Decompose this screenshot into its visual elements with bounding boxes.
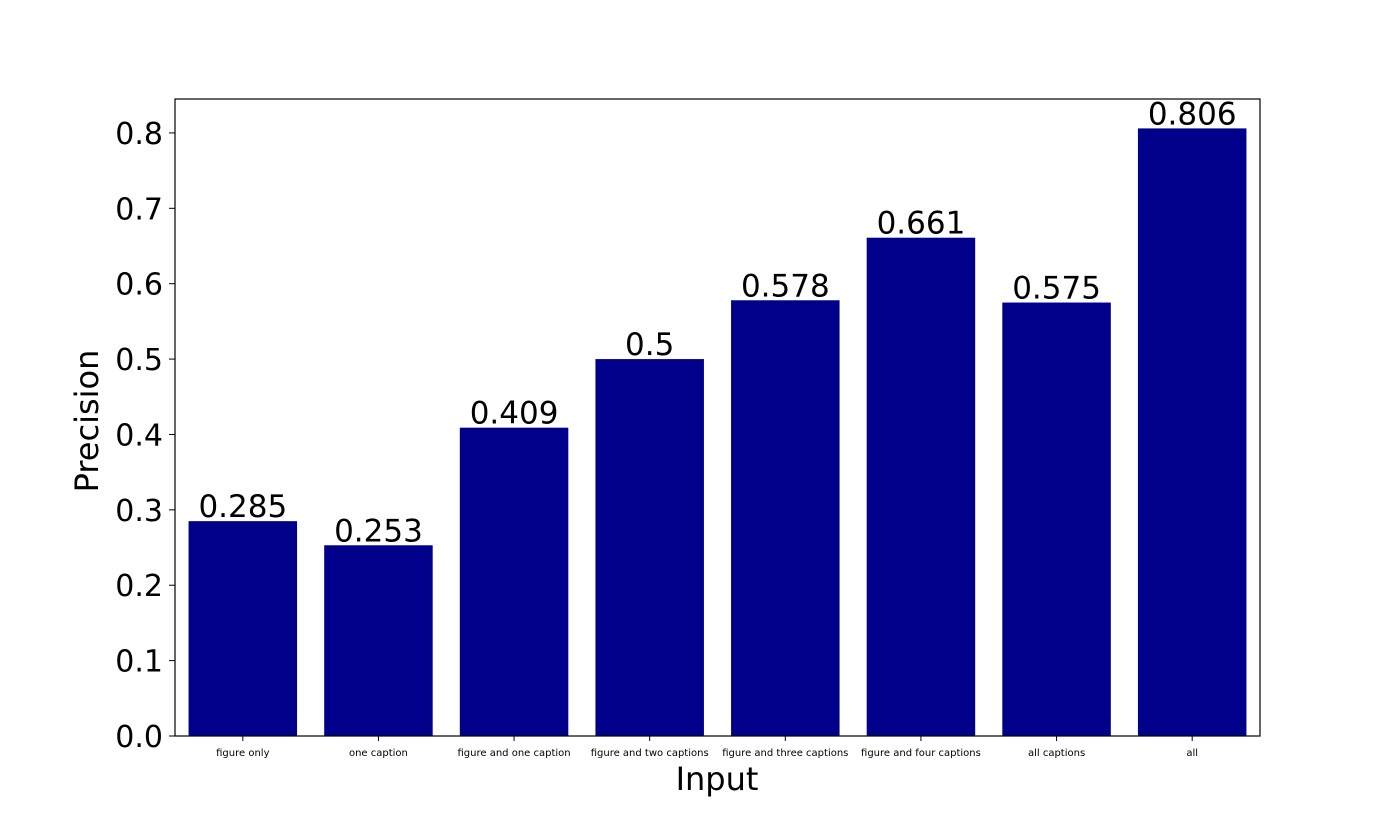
value-label-7: 0.806 bbox=[1148, 96, 1237, 132]
y-tick-label-6: 0.6 bbox=[115, 268, 163, 303]
value-labels-group: 0.285 0.253 0.409 0.5 0.578 0.661 0.575 0.806 bbox=[198, 96, 1236, 549]
value-label-0: 0.285 bbox=[198, 489, 287, 525]
x-axis: figure only one caption figure and one cap… bbox=[216, 736, 1198, 759]
y-tick-label-2: 0.2 bbox=[115, 569, 163, 604]
value-label-3: 0.5 bbox=[625, 327, 674, 363]
plot-frame bbox=[174, 98, 1261, 737]
bar-4 bbox=[731, 300, 840, 736]
value-label-2: 0.409 bbox=[470, 396, 559, 432]
y-tick-label-5: 0.5 bbox=[115, 343, 163, 378]
y-tick-label-1: 0.1 bbox=[115, 645, 163, 680]
bar-3 bbox=[595, 359, 704, 736]
bars-group bbox=[188, 128, 1247, 736]
bar-5 bbox=[866, 237, 976, 736]
y-tick-label-0: 0.0 bbox=[115, 720, 163, 755]
x-tick-label-3: figure and two captions bbox=[591, 748, 709, 759]
x-tick-label-1: one caption bbox=[349, 748, 408, 759]
value-label-1: 0.253 bbox=[334, 513, 423, 549]
bar-2 bbox=[459, 427, 569, 736]
bar-7 bbox=[1137, 128, 1247, 736]
y-axis-title: Precision bbox=[68, 350, 106, 493]
bar-0 bbox=[188, 521, 298, 736]
value-label-6: 0.575 bbox=[1012, 271, 1101, 307]
value-label-5: 0.661 bbox=[877, 206, 966, 242]
x-tick-label-7: all bbox=[1186, 748, 1198, 759]
bar-1 bbox=[324, 545, 433, 736]
y-tick-label-8: 0.8 bbox=[115, 117, 163, 152]
y-axis: 0.0 0.1 0.2 0.3 0.4 0.5 0.6 0.7 0.8 bbox=[115, 117, 175, 755]
x-tick-label-6: all captions bbox=[1028, 748, 1085, 759]
y-tick-label-3: 0.3 bbox=[115, 494, 163, 529]
y-tick-label-4: 0.4 bbox=[115, 418, 163, 453]
value-label-4: 0.578 bbox=[741, 268, 830, 304]
x-tick-label-4: figure and three captions bbox=[722, 748, 848, 759]
x-tick-label-5: figure and four captions bbox=[861, 748, 981, 759]
x-tick-label-0: figure only bbox=[216, 748, 269, 759]
x-tick-label-2: figure and one caption bbox=[458, 748, 571, 759]
y-tick-label-7: 0.7 bbox=[115, 192, 163, 227]
x-axis-title: Input bbox=[676, 760, 759, 798]
bar-6 bbox=[1002, 302, 1111, 736]
